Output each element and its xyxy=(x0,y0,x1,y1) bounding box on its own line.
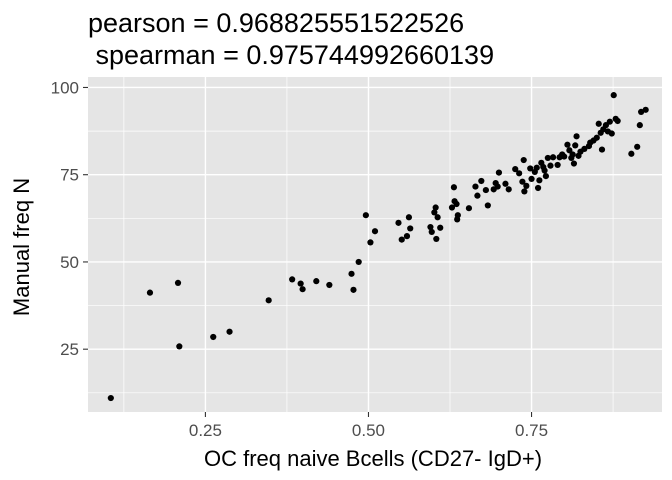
data-point xyxy=(573,133,580,140)
data-point xyxy=(544,154,551,162)
x-tick-label: 0.75 xyxy=(515,421,548,440)
data-point xyxy=(533,164,540,171)
data-point xyxy=(569,151,576,158)
data-point xyxy=(465,205,473,212)
chart-subtitle: spearman = 0.975744992660139 xyxy=(88,40,494,70)
data-point xyxy=(453,200,460,208)
y-tick-label: 25 xyxy=(60,340,79,359)
x-tick-label: 0.50 xyxy=(352,421,385,440)
data-point xyxy=(527,165,534,172)
data-point xyxy=(502,180,509,187)
data-point xyxy=(433,235,440,243)
data-point xyxy=(595,120,602,127)
data-point xyxy=(610,92,617,99)
data-point xyxy=(395,219,402,226)
data-point xyxy=(437,224,444,231)
data-point xyxy=(581,145,588,152)
grid-major xyxy=(88,77,662,412)
data-point xyxy=(598,146,606,153)
data-point xyxy=(367,239,374,246)
data-point xyxy=(523,182,530,189)
data-point xyxy=(570,160,578,167)
data-point xyxy=(472,183,479,190)
data-point xyxy=(505,186,512,193)
x-tick-label: 0.25 xyxy=(189,421,222,440)
data-point xyxy=(572,142,579,149)
data-point xyxy=(593,134,600,141)
data-point xyxy=(176,343,183,350)
data-point xyxy=(299,286,306,293)
data-point xyxy=(608,130,615,137)
data-point xyxy=(642,106,649,113)
data-point xyxy=(478,177,485,185)
data-point xyxy=(428,228,435,236)
data-point xyxy=(628,150,635,157)
data-point xyxy=(348,270,355,277)
data-point xyxy=(265,297,272,304)
data-point xyxy=(174,279,182,286)
data-point xyxy=(534,184,542,192)
data-points xyxy=(107,92,649,402)
data-point xyxy=(210,333,217,341)
data-point xyxy=(398,236,405,243)
data-point xyxy=(474,192,481,199)
data-point xyxy=(512,166,519,173)
y-tick-label: 50 xyxy=(60,253,79,272)
y-axis-title: Manual freq N xyxy=(9,178,34,316)
data-point xyxy=(350,286,357,293)
data-point xyxy=(427,223,434,231)
x-axis-title: OC freq naive Bcells (CD27- IgD+) xyxy=(204,446,542,471)
data-point xyxy=(450,184,458,191)
data-point xyxy=(432,204,439,211)
data-point xyxy=(403,233,411,240)
data-point xyxy=(606,118,613,125)
data-point xyxy=(520,156,527,164)
data-point xyxy=(636,122,643,129)
y-tick-label: 75 xyxy=(60,166,79,185)
data-point xyxy=(516,170,523,177)
data-point xyxy=(434,214,441,221)
data-point xyxy=(362,212,369,219)
data-point xyxy=(313,278,320,285)
data-point xyxy=(542,173,549,180)
chart-title: pearson = 0.968825551522526 xyxy=(88,8,464,38)
data-point xyxy=(495,169,503,176)
data-point xyxy=(547,162,554,169)
y-axis: 25 50 75 100 xyxy=(51,78,88,359)
data-point xyxy=(614,117,621,125)
data-point xyxy=(289,276,296,283)
data-point xyxy=(431,209,438,216)
data-point xyxy=(405,214,413,221)
data-point xyxy=(561,153,568,160)
data-point xyxy=(549,154,557,161)
plot-panel xyxy=(88,77,662,412)
x-axis: 0.25 0.50 0.75 xyxy=(189,412,548,440)
data-point xyxy=(454,212,461,219)
data-point xyxy=(226,328,233,335)
data-point xyxy=(448,204,456,211)
y-tick-label: 100 xyxy=(51,78,79,97)
data-point xyxy=(107,394,114,402)
data-point xyxy=(297,280,304,287)
data-point xyxy=(484,202,491,209)
data-point xyxy=(355,258,362,266)
data-point xyxy=(564,141,571,148)
data-point xyxy=(541,167,548,174)
data-point xyxy=(371,228,379,235)
data-point xyxy=(521,188,528,195)
data-point xyxy=(536,177,543,184)
data-point xyxy=(566,147,573,154)
data-point xyxy=(554,161,561,169)
data-point xyxy=(494,183,501,190)
data-point xyxy=(407,225,414,232)
data-point xyxy=(634,143,641,150)
data-point xyxy=(146,289,154,296)
data-point xyxy=(482,186,489,194)
data-point xyxy=(519,178,526,185)
data-point xyxy=(528,175,535,182)
data-point xyxy=(326,281,333,289)
